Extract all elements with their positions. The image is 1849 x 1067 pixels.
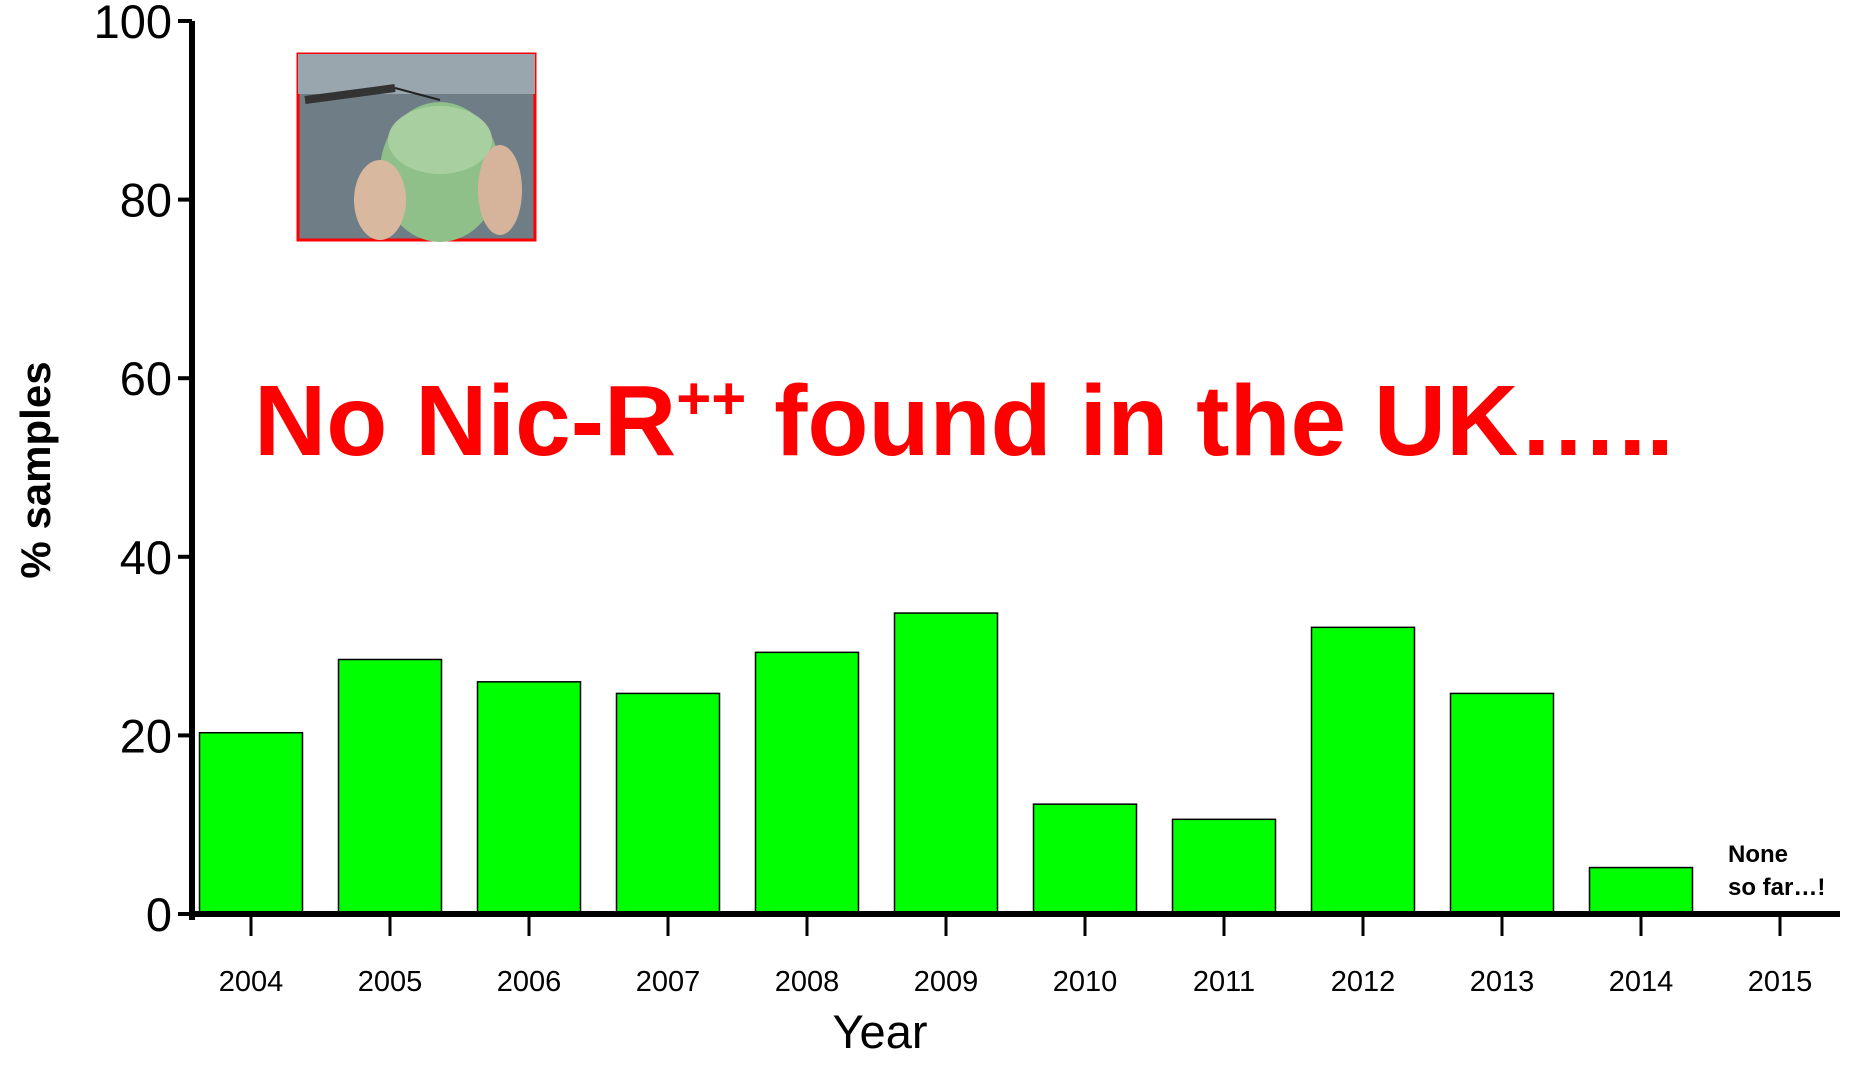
x-tick-label: 2012 bbox=[1331, 966, 1396, 998]
x-axis-label: Year bbox=[833, 1005, 928, 1058]
x-tick-label: 2008 bbox=[775, 966, 840, 998]
chart-title: No Nic-R++ found in the UK….. bbox=[254, 365, 1674, 477]
bar bbox=[1312, 627, 1415, 914]
x-tick-label: 2013 bbox=[1470, 966, 1535, 998]
bar bbox=[1034, 804, 1137, 914]
x-tick-label: 2004 bbox=[219, 966, 284, 998]
bar bbox=[1590, 868, 1693, 914]
x-tick-label: 2005 bbox=[358, 966, 423, 998]
annotation: None bbox=[1728, 841, 1788, 868]
title-text: No Nic-R bbox=[254, 365, 676, 477]
bar bbox=[339, 659, 442, 914]
title-superscript: ++ bbox=[676, 365, 746, 432]
bar bbox=[478, 682, 581, 914]
y-tick-label: 100 bbox=[94, 0, 172, 48]
y-tick-label: 40 bbox=[120, 531, 172, 584]
x-tick-label: 2007 bbox=[636, 966, 701, 998]
bar bbox=[200, 733, 303, 914]
y-tick-label: 60 bbox=[120, 352, 172, 405]
y-tick-label: 80 bbox=[120, 174, 172, 227]
bar bbox=[617, 693, 720, 914]
page: {"chart_data": {"type": "bar", "title": … bbox=[0, 0, 1849, 1067]
chart: No Nic-R++ found in the UK….. Year % sam… bbox=[0, 0, 1849, 1067]
x-tick-label: 2009 bbox=[914, 966, 979, 998]
bar bbox=[756, 652, 859, 914]
x-tick-label: 2014 bbox=[1609, 966, 1674, 998]
bar bbox=[1451, 693, 1554, 914]
x-tick-label: 2006 bbox=[497, 966, 562, 998]
x-tick-label: 2015 bbox=[1748, 966, 1813, 998]
y-tick-label: 0 bbox=[146, 888, 172, 941]
annotation: so far…! bbox=[1728, 874, 1825, 901]
title-rest: found in the UK….. bbox=[746, 365, 1674, 477]
x-tick-label: 2010 bbox=[1053, 966, 1118, 998]
bar bbox=[895, 613, 998, 914]
bar bbox=[1173, 819, 1276, 914]
x-tick-label: 2011 bbox=[1193, 966, 1255, 998]
y-tick-label: 20 bbox=[120, 709, 172, 762]
photo bbox=[298, 54, 535, 242]
y-axis-label: % samples bbox=[12, 361, 59, 578]
